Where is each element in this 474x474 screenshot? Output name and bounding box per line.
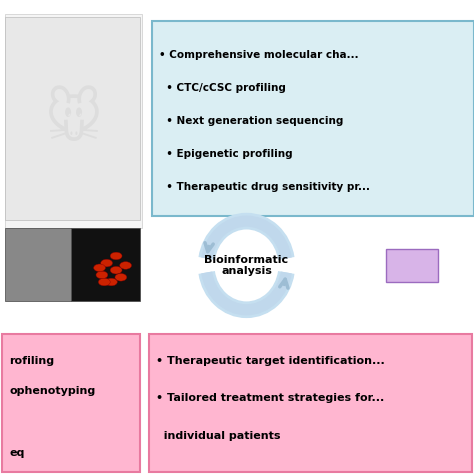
Text: • CTC/cCSC profiling: • CTC/cCSC profiling [159, 83, 286, 93]
Text: • Next generation sequencing: • Next generation sequencing [159, 116, 343, 126]
FancyBboxPatch shape [5, 14, 142, 228]
Ellipse shape [110, 252, 122, 260]
FancyBboxPatch shape [2, 334, 140, 472]
Ellipse shape [119, 262, 131, 269]
Ellipse shape [100, 259, 113, 267]
Ellipse shape [115, 273, 127, 281]
Ellipse shape [96, 271, 108, 279]
Ellipse shape [99, 278, 110, 286]
Text: • Therapeutic target identification...: • Therapeutic target identification... [156, 356, 385, 365]
Text: ophenotyping: ophenotyping [9, 386, 96, 396]
Ellipse shape [93, 264, 105, 272]
Text: rofiling: rofiling [9, 356, 55, 365]
Text: • Comprehensive molecular cha...: • Comprehensive molecular cha... [159, 50, 358, 60]
Bar [5, 228, 71, 301]
Text: • Epigenetic profiling: • Epigenetic profiling [159, 149, 292, 159]
Text: eq: eq [9, 448, 25, 458]
FancyBboxPatch shape [152, 21, 474, 216]
Bar [71, 228, 140, 301]
Bar [5, 17, 140, 220]
Ellipse shape [110, 266, 122, 274]
FancyBboxPatch shape [149, 334, 472, 472]
Text: • Tailored treatment strategies for...: • Tailored treatment strategies for... [156, 393, 385, 403]
Text: Bioinformatic
analysis: Bioinformatic analysis [204, 255, 289, 276]
Ellipse shape [105, 278, 117, 286]
Text: 🐭: 🐭 [45, 93, 102, 149]
FancyBboxPatch shape [386, 249, 438, 282]
Text: • Therapeutic drug sensitivity pr...: • Therapeutic drug sensitivity pr... [159, 182, 370, 192]
Text: individual patients: individual patients [156, 431, 281, 441]
